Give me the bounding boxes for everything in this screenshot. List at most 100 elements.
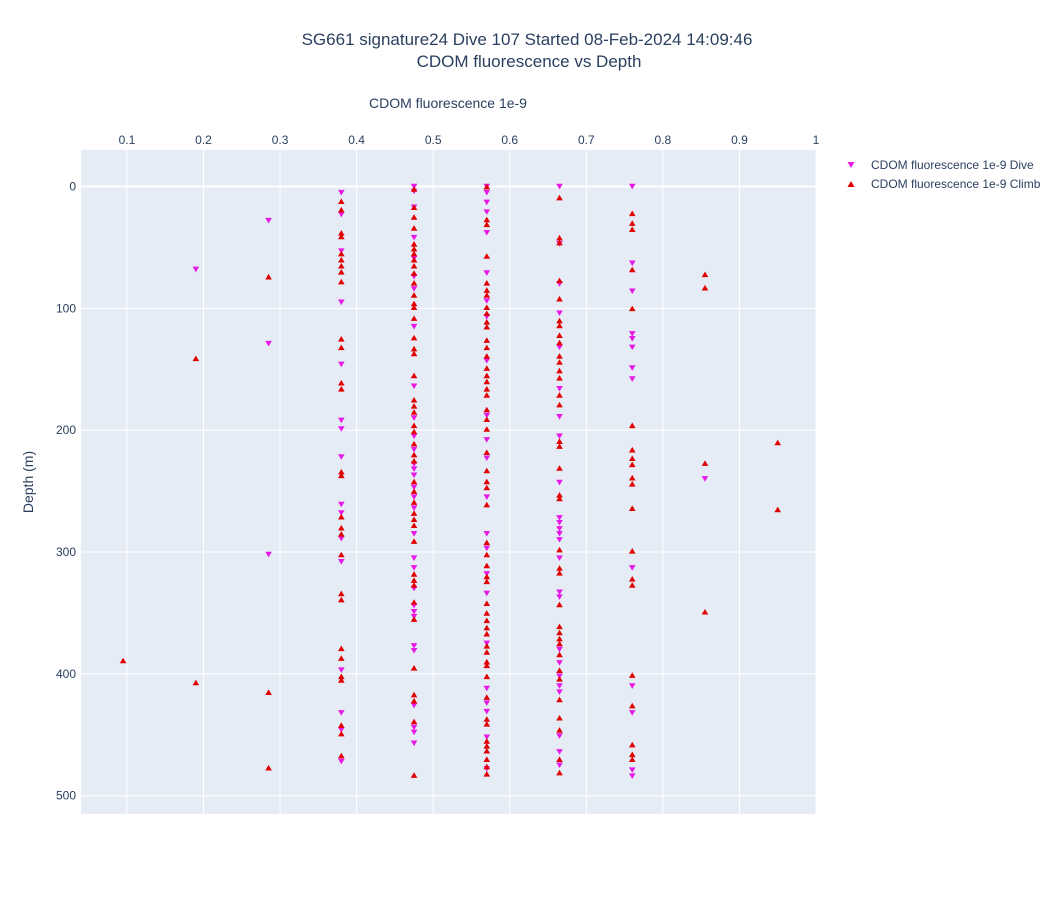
dive-point[interactable] (556, 385, 563, 392)
dive-point[interactable] (483, 437, 491, 443)
dive-point[interactable] (410, 565, 418, 571)
climb-point[interactable] (192, 679, 200, 686)
dive-point[interactable] (483, 230, 491, 236)
dive-point[interactable] (483, 494, 491, 501)
climb-point[interactable] (338, 198, 345, 204)
climb-point[interactable] (410, 204, 418, 211)
climb-point[interactable] (483, 662, 491, 669)
climb-point[interactable] (410, 245, 418, 252)
climb-point[interactable] (774, 439, 782, 446)
dive-point[interactable] (628, 565, 636, 571)
climb-point[interactable] (338, 722, 345, 728)
climb-point[interactable] (628, 741, 636, 748)
climb-point[interactable] (556, 234, 563, 241)
dive-point[interactable] (410, 484, 418, 491)
climb-point[interactable] (556, 375, 563, 381)
climb-point[interactable] (338, 551, 345, 558)
climb-point[interactable] (483, 610, 491, 616)
climb-point[interactable] (556, 756, 563, 762)
dive-point[interactable] (628, 336, 636, 342)
climb-point[interactable] (410, 457, 418, 464)
dive-point[interactable] (556, 526, 563, 532)
dive-point[interactable] (556, 479, 563, 486)
climb-point[interactable] (483, 738, 491, 744)
dive-point[interactable] (483, 357, 491, 364)
dive-point[interactable] (483, 209, 491, 215)
climb-point[interactable] (410, 186, 418, 192)
climb-point[interactable] (483, 747, 491, 754)
climb-point[interactable] (483, 378, 491, 385)
climb-point[interactable] (556, 367, 563, 374)
climb-point[interactable] (338, 752, 345, 759)
climb-point[interactable] (483, 643, 491, 649)
climb-point[interactable] (410, 440, 418, 447)
climb-point[interactable] (556, 546, 563, 553)
climb-point[interactable] (410, 350, 418, 357)
climb-point[interactable] (556, 601, 563, 608)
climb-point[interactable] (338, 468, 345, 475)
climb-point[interactable] (410, 345, 418, 352)
dive-point[interactable] (338, 727, 345, 733)
climb-point[interactable] (628, 474, 636, 481)
dive-point[interactable] (338, 710, 345, 716)
climb-point[interactable] (701, 271, 709, 278)
dive-point[interactable] (483, 545, 491, 552)
dive-point[interactable] (410, 505, 418, 511)
dive-point[interactable] (556, 310, 563, 317)
climb-point[interactable] (265, 764, 272, 771)
climb-point[interactable] (483, 600, 491, 607)
climb-point[interactable] (556, 640, 563, 647)
climb-point[interactable] (483, 183, 491, 190)
climb-point[interactable] (483, 310, 491, 317)
dive-point[interactable] (338, 299, 345, 306)
climb-point[interactable] (483, 539, 491, 546)
climb-point[interactable] (410, 571, 418, 577)
climb-point[interactable] (628, 305, 636, 312)
climb-point[interactable] (556, 465, 563, 471)
climb-point[interactable] (119, 657, 127, 664)
dive-point[interactable] (556, 555, 563, 561)
climb-point[interactable] (338, 677, 345, 683)
dive-point[interactable] (410, 234, 418, 241)
dive-point[interactable] (483, 734, 491, 741)
climb-point[interactable] (556, 443, 563, 449)
climb-point[interactable] (701, 608, 709, 615)
climb-point[interactable] (410, 292, 418, 298)
dive-point[interactable] (265, 551, 272, 558)
climb-point[interactable] (628, 210, 636, 217)
climb-point[interactable] (483, 365, 491, 371)
climb-point[interactable] (338, 730, 345, 737)
climb-point[interactable] (483, 694, 491, 700)
dive-point[interactable] (410, 647, 418, 654)
dive-point[interactable] (338, 559, 345, 565)
dive-point[interactable] (628, 260, 636, 267)
climb-point[interactable] (556, 651, 563, 658)
climb-point[interactable] (628, 505, 636, 511)
legend-label-dive[interactable]: CDOM fluorescence 1e-9 Dive (871, 158, 1034, 172)
climb-point[interactable] (338, 344, 345, 351)
dive-point[interactable] (410, 530, 418, 537)
climb-point[interactable] (338, 472, 345, 479)
climb-point[interactable] (483, 318, 491, 325)
dive-point[interactable] (556, 646, 563, 653)
climb-point[interactable] (483, 630, 491, 637)
legend-item-climb[interactable]: CDOM fluorescence 1e-9 Climb (847, 177, 1041, 191)
dive-point[interactable] (410, 286, 418, 292)
dive-point[interactable] (628, 288, 636, 295)
climb-point[interactable] (628, 481, 636, 487)
climb-point[interactable] (628, 751, 636, 758)
climb-point[interactable] (556, 623, 563, 630)
climb-point[interactable] (483, 573, 491, 580)
climb-point[interactable] (338, 336, 345, 342)
legend-item-dive[interactable]: CDOM fluorescence 1e-9 Dive (847, 158, 1035, 172)
dive-point[interactable] (410, 702, 418, 709)
climb-point[interactable] (410, 577, 418, 583)
dive-point[interactable] (410, 415, 418, 421)
dive-point[interactable] (410, 433, 418, 440)
climb-point[interactable] (556, 353, 563, 359)
climb-point[interactable] (628, 702, 636, 709)
climb-point[interactable] (338, 673, 345, 680)
climb-point[interactable] (483, 304, 491, 310)
climb-point[interactable] (410, 582, 418, 588)
climb-point[interactable] (483, 617, 491, 624)
